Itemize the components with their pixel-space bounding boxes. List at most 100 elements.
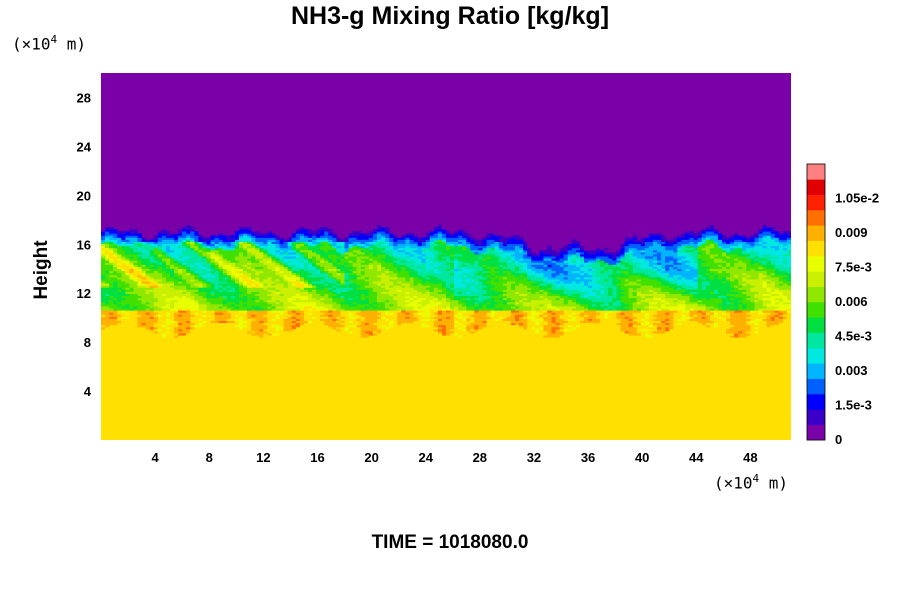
field-cell xyxy=(178,281,183,284)
field-cell xyxy=(117,251,122,255)
field-cell xyxy=(133,229,138,232)
field-cell xyxy=(145,239,151,242)
field-cell xyxy=(190,262,195,265)
field-cell xyxy=(121,245,126,249)
field-cell xyxy=(133,310,138,313)
field-cell xyxy=(182,241,187,245)
field-cell xyxy=(125,268,130,272)
field-cell xyxy=(101,285,106,288)
field-cell xyxy=(145,262,151,265)
field-cell xyxy=(105,241,110,245)
field-cell xyxy=(121,316,126,319)
field-cell xyxy=(186,249,191,253)
field-cell xyxy=(186,297,191,301)
field-cell xyxy=(137,318,142,321)
field-cell xyxy=(190,272,195,276)
field-cell xyxy=(101,274,106,278)
field-cell xyxy=(125,281,130,284)
field-cell xyxy=(137,308,142,311)
field-cell xyxy=(178,289,183,292)
field-cell xyxy=(174,274,179,278)
field-cell xyxy=(190,320,195,324)
field-cell xyxy=(153,312,159,315)
field-cell xyxy=(190,283,195,286)
field-cell xyxy=(206,237,211,240)
field-cell xyxy=(109,308,114,311)
field-cell xyxy=(348,233,354,236)
field-cell xyxy=(125,285,130,288)
field-cell xyxy=(243,224,248,228)
field-cell xyxy=(129,254,134,257)
field-cell xyxy=(161,270,167,274)
field-cell xyxy=(133,295,138,299)
field-cell xyxy=(161,312,167,315)
field-cell xyxy=(145,283,151,286)
field-cell xyxy=(113,333,118,336)
field-cell xyxy=(153,328,159,332)
field-cell xyxy=(186,260,191,263)
field-cell xyxy=(178,316,183,319)
field-cell xyxy=(413,235,418,238)
field-cell xyxy=(133,274,138,278)
field-cell xyxy=(149,283,155,286)
field-cell xyxy=(174,306,179,309)
field-cell xyxy=(121,322,126,326)
field-cell xyxy=(113,256,118,259)
field-cell xyxy=(190,314,195,317)
field-cell xyxy=(174,289,179,292)
field-cell xyxy=(186,295,191,299)
field-cell xyxy=(178,262,183,265)
field-cell xyxy=(117,326,122,330)
field-cell xyxy=(121,258,126,261)
field-cell xyxy=(157,335,163,338)
field-cell xyxy=(141,254,147,257)
field-cell xyxy=(454,231,459,234)
field-cell xyxy=(105,243,110,247)
field-cell xyxy=(117,241,122,245)
field-cell xyxy=(174,318,179,321)
field-cell xyxy=(182,229,187,232)
field-cell xyxy=(182,245,187,249)
field-cell xyxy=(117,237,122,240)
field-cell xyxy=(161,328,167,332)
field-cell xyxy=(190,295,195,299)
field-cell xyxy=(113,243,118,247)
field-cell xyxy=(170,320,175,324)
field-cell xyxy=(121,303,126,307)
field-cell xyxy=(174,320,179,324)
field-cell xyxy=(165,335,171,338)
field-cell xyxy=(117,295,122,299)
field-cell xyxy=(161,293,167,297)
field-cell xyxy=(137,258,142,261)
field-cell xyxy=(109,289,114,292)
field-cell xyxy=(121,276,126,280)
field-cell xyxy=(186,270,191,274)
field-cell xyxy=(145,326,151,330)
field-cell xyxy=(117,245,122,249)
field-cell xyxy=(145,328,151,332)
field-cell xyxy=(161,335,167,338)
field-cell xyxy=(161,260,167,263)
field-cell xyxy=(121,324,126,328)
field-cell xyxy=(178,249,183,253)
field-cell xyxy=(174,241,179,245)
field-cell xyxy=(121,308,126,311)
field-cell xyxy=(178,260,183,263)
field-cell xyxy=(170,297,175,301)
field-cell xyxy=(182,301,187,305)
y-unit-prefix: (×10 xyxy=(12,34,51,54)
field-cell xyxy=(165,291,171,294)
field-cell xyxy=(170,264,175,267)
field-cell xyxy=(129,264,134,267)
field-cell xyxy=(113,233,118,236)
field-cell xyxy=(121,260,126,263)
field-cell xyxy=(190,312,195,315)
field-cell xyxy=(161,237,167,240)
field-cell xyxy=(149,312,155,315)
field-cell xyxy=(109,295,114,299)
field-cell xyxy=(149,316,155,319)
field-cell xyxy=(153,262,159,265)
field-cell xyxy=(145,322,151,326)
field-cell xyxy=(145,241,151,245)
field-cell xyxy=(109,293,114,297)
